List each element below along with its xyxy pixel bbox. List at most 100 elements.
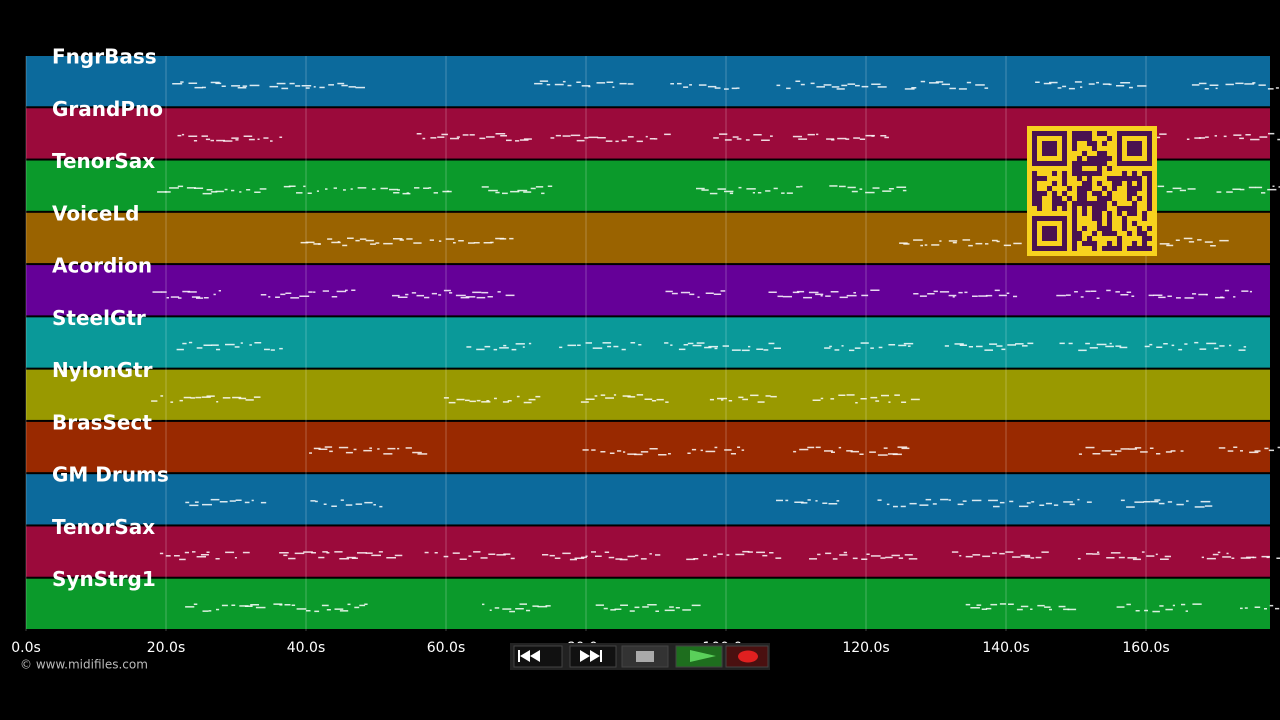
note <box>665 290 673 293</box>
record-button[interactable] <box>725 645 769 668</box>
note <box>738 396 744 399</box>
qr-module <box>1092 216 1097 221</box>
note <box>253 396 261 398</box>
note <box>1105 345 1114 348</box>
play-button[interactable] <box>675 645 723 668</box>
note <box>999 603 1007 605</box>
note <box>509 237 514 240</box>
copyright: © www.midifiles.com <box>20 658 148 672</box>
track-lane <box>26 56 1270 107</box>
note <box>215 558 220 560</box>
note <box>179 399 183 402</box>
note <box>238 397 247 400</box>
note <box>781 192 785 194</box>
track-name: NylonGtr <box>52 358 153 382</box>
qr-code <box>1027 126 1157 256</box>
note <box>1194 341 1199 344</box>
note <box>747 551 753 553</box>
note <box>309 452 312 454</box>
note <box>1204 88 1209 90</box>
note <box>364 603 368 605</box>
note <box>713 137 719 139</box>
rewind-button[interactable] <box>513 645 563 668</box>
qr-module <box>1052 201 1057 206</box>
note <box>431 292 437 295</box>
note <box>411 292 417 294</box>
note <box>537 605 548 608</box>
note <box>829 185 838 187</box>
note <box>869 451 876 453</box>
note <box>810 82 815 85</box>
note <box>1066 294 1071 296</box>
forward-button[interactable] <box>569 645 617 668</box>
qr-module <box>1042 176 1047 181</box>
note <box>225 343 235 346</box>
note <box>904 554 913 556</box>
note <box>649 553 652 555</box>
note <box>605 397 614 399</box>
note <box>1268 449 1274 452</box>
note <box>731 87 737 90</box>
note <box>255 606 266 609</box>
qr-module <box>1132 201 1137 206</box>
note <box>687 452 691 454</box>
qr-module <box>1087 201 1092 206</box>
note <box>1206 557 1216 560</box>
qr-module <box>1032 201 1037 206</box>
qr-module <box>1082 241 1087 246</box>
note <box>1172 187 1182 190</box>
note <box>280 293 286 296</box>
qr-module <box>1102 201 1107 206</box>
note <box>591 551 596 553</box>
qr-module <box>1142 211 1147 216</box>
note <box>645 135 648 138</box>
note <box>1077 498 1080 501</box>
note <box>982 555 991 558</box>
qr-module <box>1082 131 1087 136</box>
note <box>761 139 770 141</box>
note <box>187 291 197 293</box>
note <box>1206 342 1217 345</box>
note <box>683 86 689 88</box>
note <box>466 346 472 348</box>
qr-module <box>1082 206 1087 211</box>
note <box>691 448 697 451</box>
note <box>291 604 296 606</box>
note <box>682 609 691 611</box>
qr-module <box>1047 186 1052 191</box>
note <box>174 555 180 557</box>
note <box>1086 553 1093 555</box>
qr-module <box>1072 141 1077 146</box>
note <box>193 140 198 142</box>
qr-module <box>1092 246 1097 251</box>
qr-finder <box>1127 141 1142 156</box>
note <box>861 85 869 88</box>
qr-module <box>1127 246 1132 251</box>
note <box>585 342 592 344</box>
note <box>170 401 174 403</box>
note <box>257 138 260 140</box>
qr-module <box>1132 176 1137 181</box>
note <box>642 606 649 608</box>
notes <box>151 80 1280 613</box>
note <box>829 345 832 348</box>
qr-module <box>1112 181 1117 186</box>
note <box>729 192 734 195</box>
track-name: VoiceLd <box>52 201 139 225</box>
qr-module <box>1057 201 1062 206</box>
note <box>972 554 981 556</box>
note <box>383 242 393 245</box>
note <box>939 291 950 293</box>
note <box>270 349 275 351</box>
qr-module <box>1112 246 1117 251</box>
note <box>488 553 496 555</box>
note <box>1129 86 1133 89</box>
qr-module <box>1132 171 1137 176</box>
stop-button[interactable] <box>621 645 669 668</box>
note <box>750 394 759 397</box>
note <box>742 550 750 553</box>
qr-module <box>1112 231 1117 236</box>
note <box>355 86 365 89</box>
note <box>202 86 206 89</box>
note <box>1252 82 1256 84</box>
